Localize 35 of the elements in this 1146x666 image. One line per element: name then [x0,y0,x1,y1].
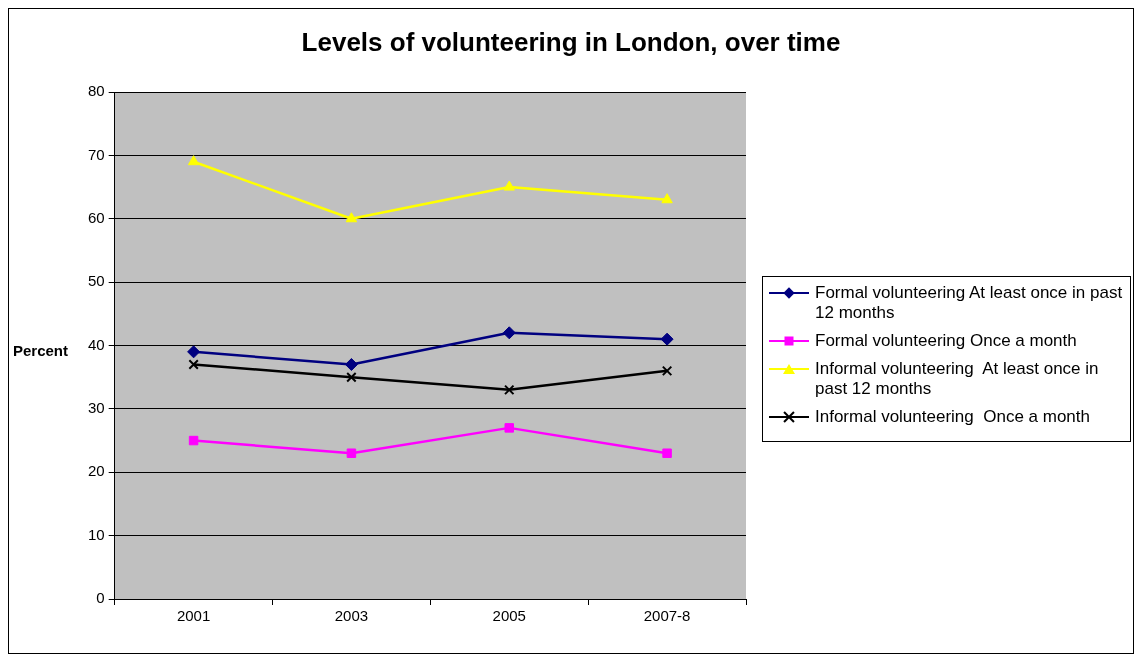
x-tick-label: 2007-8 [643,607,691,625]
point [661,365,673,377]
y-axis-title: Percent [13,341,69,359]
y-tick-label: 10 [88,525,105,543]
y-tick-label: 70 [88,145,105,163]
point [346,371,357,383]
point [187,345,201,359]
point [502,326,516,340]
x-tick-label: 2001 [176,607,211,625]
point [662,448,672,458]
point [661,193,673,204]
point [345,212,358,223]
point [504,423,514,433]
point [188,435,199,446]
point [187,155,200,166]
point [346,448,357,458]
y-tick-label: 80 [88,82,105,100]
x-tick-label: 2005 [492,607,526,625]
point [503,180,515,191]
y-tick-label: 50 [88,272,105,290]
y-tick-label: 40 [88,335,105,353]
point [504,384,515,396]
legend-label: Informal volunteering At least once in past 12 months [815,359,1100,399]
point [660,332,674,346]
chart-title: Levels of volunteering in London, over time [300,26,842,59]
y-tick-label: 0 [96,589,105,607]
legend-label: Formal volunteering Once a month [815,331,1077,351]
legend-label: Informal volunteering Once a month [815,407,1090,427]
point [344,358,358,372]
y-tick-label: 30 [88,399,105,417]
y-tick-label: 60 [88,208,105,226]
point [188,359,199,370]
x-tick-label: 2003 [334,607,369,625]
legend-label: Formal volunteering At least once in past 12 months [815,283,1124,323]
y-tick-label: 20 [88,462,105,480]
